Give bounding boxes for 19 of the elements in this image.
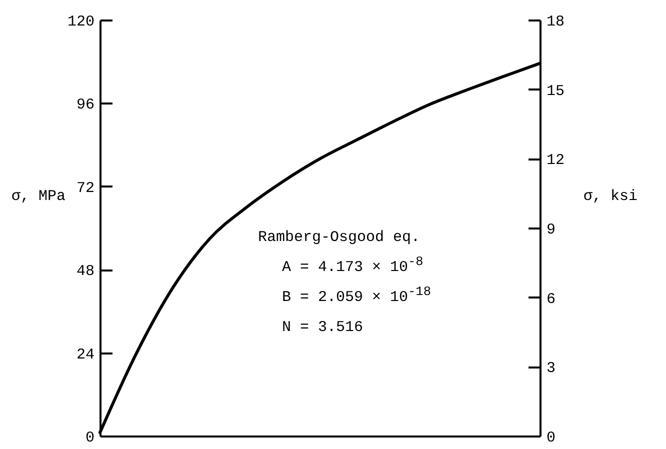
y-tick-label: 24 — [76, 346, 94, 364]
annotation: A = 4.173 × 10$^{-8}$ — [282, 254, 424, 276]
y2-tick-label: 15 — [546, 82, 565, 100]
y-tick-label: 48 — [76, 263, 94, 280]
y2-tick-label: 18 — [546, 14, 565, 30]
y2-tick-label: 3 — [546, 360, 556, 378]
y2-axis-title: σ, ksi — [583, 188, 638, 206]
y-tick-label: 120 — [67, 14, 94, 30]
y-tick-label: 0 — [85, 430, 94, 446]
y2-tick-label: 12 — [546, 152, 565, 170]
annotation: B = 2.059 × 10$^{-18}$ — [282, 284, 431, 306]
annotation: Ramberg-Osgood eq. — [258, 229, 420, 246]
y-tick-label: 72 — [76, 180, 94, 197]
annotation: N = 3.516 — [282, 319, 364, 336]
y2-tick-label: 6 — [546, 290, 556, 308]
y-tick-label: 96 — [76, 96, 94, 114]
y2-tick-label: 9 — [546, 222, 556, 238]
y2-tick-label: 0 — [546, 430, 556, 446]
y-axis-title: σ, MPa — [11, 188, 66, 206]
